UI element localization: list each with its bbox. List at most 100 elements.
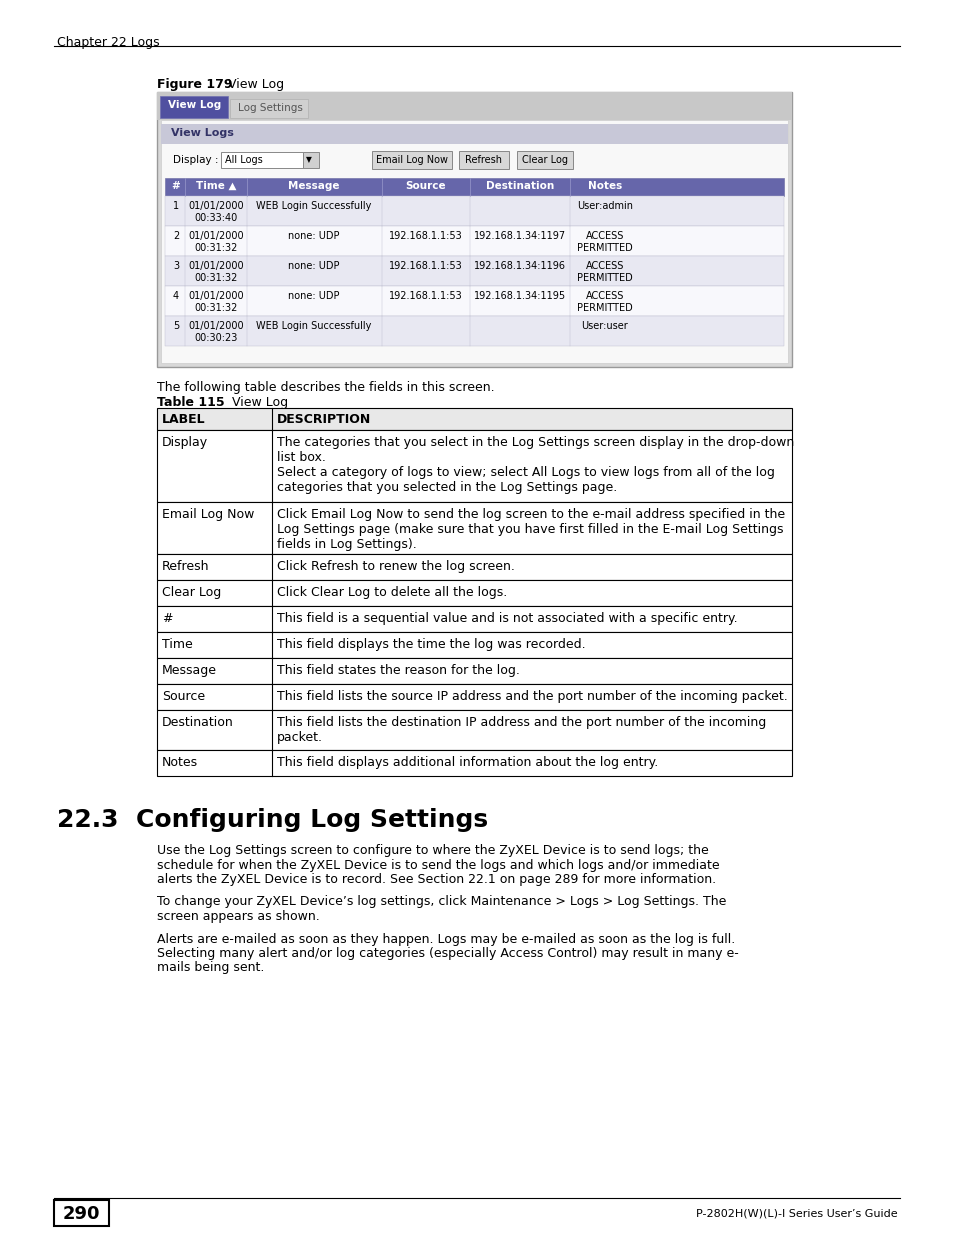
Text: #: # (172, 182, 180, 191)
Bar (165, 316, 783, 346)
Text: Alerts are e-mailed as soon as they happen. Logs may be e-mailed as soon as the : Alerts are e-mailed as soon as they happ… (157, 932, 735, 946)
Text: Message: Message (288, 182, 339, 191)
Bar (165, 196, 783, 226)
Bar (157, 658, 791, 684)
Text: none: UDP: none: UDP (288, 231, 339, 241)
Text: Notes: Notes (587, 182, 621, 191)
Text: Use the Log Settings screen to configure to where the ZyXEL Device is to send lo: Use the Log Settings screen to configure… (157, 844, 708, 857)
Text: The categories that you select in the Log Settings screen display in the drop-do: The categories that you select in the Lo… (276, 436, 794, 494)
Text: Click Email Log Now to send the log screen to the e-mail address specified in th: Click Email Log Now to send the log scre… (276, 508, 784, 551)
Bar (157, 632, 791, 658)
Text: ACCESS
PERMITTED: ACCESS PERMITTED (577, 291, 632, 312)
Text: 290: 290 (62, 1205, 100, 1223)
Text: 192.168.1.34:1197: 192.168.1.34:1197 (474, 231, 565, 241)
Text: This field lists the destination IP address and the port number of the incoming
: This field lists the destination IP addr… (276, 716, 765, 743)
Text: Email Log Now: Email Log Now (162, 508, 254, 521)
Text: Email Log Now: Email Log Now (375, 156, 448, 165)
Text: screen appears as shown.: screen appears as shown. (157, 910, 319, 923)
Text: Clear Log: Clear Log (521, 156, 567, 165)
Text: Selecting many alert and/or log categories (especially Access Control) may resul: Selecting many alert and/or log categori… (157, 947, 738, 960)
Bar (372, 151, 452, 169)
Bar (157, 580, 791, 606)
Bar (165, 226, 783, 256)
Text: 192.168.1.1:53: 192.168.1.1:53 (389, 291, 462, 301)
Text: This field displays additional information about the log entry.: This field displays additional informati… (276, 756, 658, 769)
Text: 1: 1 (172, 201, 179, 211)
Text: 192.168.1.1:53: 192.168.1.1:53 (389, 231, 462, 241)
Bar (303, 152, 318, 168)
Text: 01/01/2000
00:31:32: 01/01/2000 00:31:32 (188, 291, 244, 312)
Text: 01/01/2000
00:33:40: 01/01/2000 00:33:40 (188, 201, 244, 222)
Bar (161, 124, 787, 144)
Bar (230, 99, 308, 119)
Text: WEB Login Successfully: WEB Login Successfully (256, 201, 372, 211)
Text: View Log: View Log (220, 396, 288, 409)
Text: Refresh: Refresh (162, 559, 210, 573)
Bar (160, 96, 228, 119)
Text: View Log: View Log (228, 78, 284, 91)
Bar (54, 1200, 109, 1226)
Text: ACCESS
PERMITTED: ACCESS PERMITTED (577, 261, 632, 283)
Text: P-2802H(W)(L)-I Series User’s Guide: P-2802H(W)(L)-I Series User’s Guide (696, 1208, 897, 1218)
Text: Refresh: Refresh (465, 156, 502, 165)
Text: LABEL: LABEL (162, 412, 206, 426)
Text: User:user: User:user (581, 321, 628, 331)
Bar (157, 91, 791, 120)
Bar (161, 120, 787, 363)
Text: Click Clear Log to delete all the logs.: Click Clear Log to delete all the logs. (276, 585, 507, 599)
Text: This field is a sequential value and is not associated with a specific entry.: This field is a sequential value and is … (276, 613, 737, 625)
Text: mails being sent.: mails being sent. (157, 962, 264, 974)
Text: alerts the ZyXEL Device is to record. See Section 22.1 on page 289 for more info: alerts the ZyXEL Device is to record. Se… (157, 873, 716, 885)
Text: Source: Source (162, 690, 205, 703)
Text: Click Refresh to renew the log screen.: Click Refresh to renew the log screen. (276, 559, 515, 573)
Text: Message: Message (162, 664, 216, 677)
Text: Destination: Destination (485, 182, 554, 191)
Text: DESCRIPTION: DESCRIPTION (276, 412, 371, 426)
Text: Clear Log: Clear Log (162, 585, 221, 599)
Bar (157, 606, 791, 632)
Text: Log Settings: Log Settings (237, 103, 302, 112)
Bar (165, 256, 783, 287)
Text: This field displays the time the log was recorded.: This field displays the time the log was… (276, 638, 585, 651)
Text: #: # (162, 613, 172, 625)
Text: 192.168.1.34:1195: 192.168.1.34:1195 (474, 291, 565, 301)
Text: Chapter 22 Logs: Chapter 22 Logs (57, 36, 159, 49)
Text: Display :: Display : (172, 156, 218, 165)
Bar (165, 287, 783, 316)
Text: 2: 2 (172, 231, 179, 241)
Text: 01/01/2000
00:31:32: 01/01/2000 00:31:32 (188, 261, 244, 283)
Text: 4: 4 (172, 291, 179, 301)
Text: Figure 179: Figure 179 (157, 78, 233, 91)
Text: Time: Time (162, 638, 193, 651)
Bar (157, 684, 791, 710)
Text: 3: 3 (172, 261, 179, 270)
Text: 5: 5 (172, 321, 179, 331)
Text: The following table describes the fields in this screen.: The following table describes the fields… (157, 382, 494, 394)
Text: Destination: Destination (162, 716, 233, 729)
Text: ▼: ▼ (306, 156, 312, 164)
Bar (157, 430, 791, 501)
Bar (157, 408, 791, 430)
Text: 192.168.1.1:53: 192.168.1.1:53 (389, 261, 462, 270)
Text: 01/01/2000
00:30:23: 01/01/2000 00:30:23 (188, 321, 244, 342)
Text: schedule for when the ZyXEL Device is to send the logs and which logs and/or imm: schedule for when the ZyXEL Device is to… (157, 858, 719, 872)
Bar (157, 91, 791, 367)
Text: This field states the reason for the log.: This field states the reason for the log… (276, 664, 519, 677)
Text: WEB Login Successfully: WEB Login Successfully (256, 321, 372, 331)
Bar (517, 151, 573, 169)
Text: All Logs: All Logs (225, 156, 262, 165)
Text: 01/01/2000
00:31:32: 01/01/2000 00:31:32 (188, 231, 244, 253)
Bar (458, 151, 509, 169)
Text: Display: Display (162, 436, 208, 450)
Text: Source: Source (405, 182, 446, 191)
Text: ACCESS
PERMITTED: ACCESS PERMITTED (577, 231, 632, 253)
Text: To change your ZyXEL Device’s log settings, click Maintenance > Logs > Log Setti: To change your ZyXEL Device’s log settin… (157, 895, 725, 909)
Text: View Log: View Log (168, 100, 221, 110)
Bar (157, 501, 791, 555)
Text: none: UDP: none: UDP (288, 261, 339, 270)
Text: 22.3  Configuring Log Settings: 22.3 Configuring Log Settings (57, 808, 488, 832)
Bar (157, 555, 791, 580)
Text: This field lists the source IP address and the port number of the incoming packe: This field lists the source IP address a… (276, 690, 787, 703)
Text: none: UDP: none: UDP (288, 291, 339, 301)
Text: View Logs: View Logs (171, 128, 233, 138)
